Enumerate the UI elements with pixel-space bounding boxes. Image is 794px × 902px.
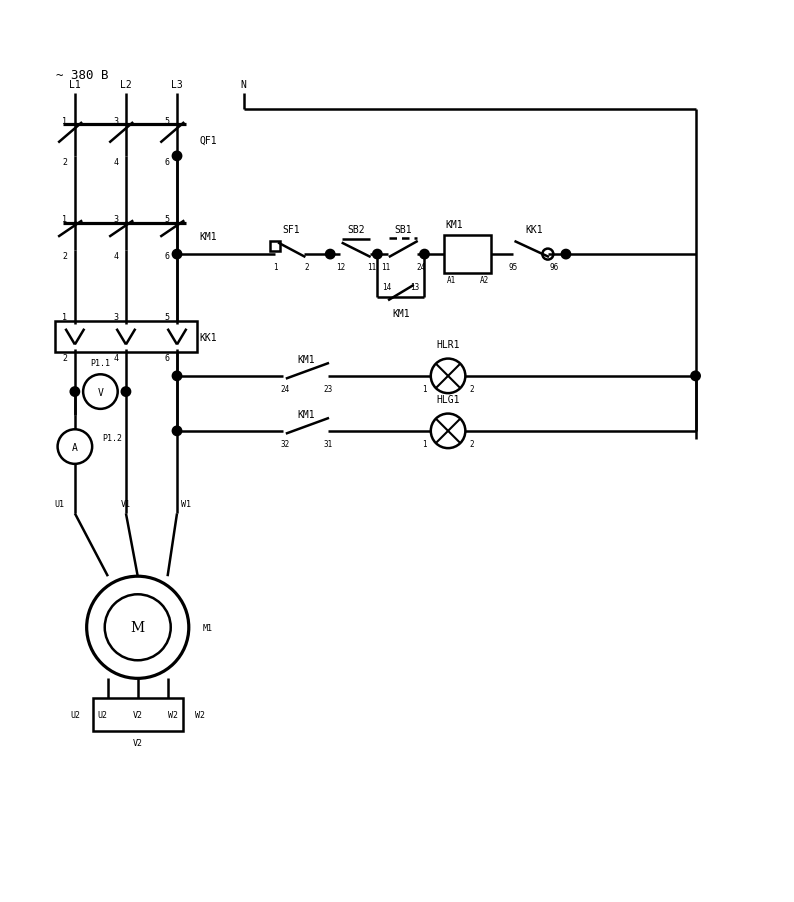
- Text: 95: 95: [509, 262, 518, 272]
- Text: U1: U1: [54, 500, 64, 509]
- Text: 23: 23: [323, 384, 333, 393]
- Circle shape: [172, 152, 182, 161]
- FancyBboxPatch shape: [270, 242, 280, 252]
- Text: P1.2: P1.2: [102, 433, 122, 442]
- Text: 1: 1: [273, 262, 278, 272]
- Text: KM1: KM1: [298, 354, 315, 364]
- Text: W2: W2: [168, 710, 179, 719]
- Text: A2: A2: [480, 275, 489, 284]
- Text: 2: 2: [62, 252, 67, 261]
- Circle shape: [70, 388, 79, 397]
- FancyBboxPatch shape: [444, 236, 491, 273]
- Text: 2: 2: [469, 439, 474, 448]
- Text: 6: 6: [164, 158, 169, 167]
- Text: V1: V1: [121, 500, 131, 509]
- Text: U2: U2: [71, 710, 80, 719]
- Text: 24: 24: [281, 384, 290, 393]
- Text: M: M: [131, 621, 145, 635]
- Text: KM1: KM1: [445, 220, 463, 230]
- Text: 6: 6: [164, 354, 169, 363]
- Text: 14: 14: [382, 282, 391, 291]
- Text: HLR1: HLR1: [437, 340, 460, 350]
- Text: KM1: KM1: [199, 232, 217, 242]
- Text: 13: 13: [410, 282, 420, 291]
- Text: 31: 31: [323, 439, 333, 448]
- Text: L3: L3: [172, 79, 183, 89]
- Text: U2: U2: [97, 710, 107, 719]
- Text: V2: V2: [133, 710, 143, 719]
- Text: KK1: KK1: [199, 332, 217, 342]
- Text: 2: 2: [469, 384, 474, 393]
- Text: 12: 12: [336, 262, 345, 272]
- Text: W2: W2: [195, 710, 205, 719]
- Text: P1.1: P1.1: [91, 359, 110, 368]
- Text: ~ 380 В: ~ 380 В: [56, 69, 109, 82]
- Text: 2: 2: [304, 262, 309, 272]
- Text: QF1: QF1: [199, 136, 217, 146]
- Circle shape: [172, 427, 182, 436]
- Text: 32: 32: [281, 439, 290, 448]
- Circle shape: [172, 372, 182, 382]
- Text: V: V: [98, 387, 103, 397]
- Text: 96: 96: [549, 262, 559, 272]
- Text: 11: 11: [368, 262, 376, 272]
- Text: KM1: KM1: [392, 308, 410, 318]
- Text: 5: 5: [164, 215, 169, 224]
- Text: KK1: KK1: [525, 225, 542, 235]
- Text: 1: 1: [422, 384, 427, 393]
- Text: W1: W1: [182, 500, 191, 509]
- Circle shape: [561, 250, 571, 260]
- Text: A1: A1: [446, 275, 456, 284]
- Circle shape: [420, 250, 430, 260]
- Text: 1: 1: [62, 117, 67, 126]
- Text: 4: 4: [114, 252, 118, 261]
- Text: 2: 2: [62, 158, 67, 167]
- Text: SB2: SB2: [347, 225, 365, 235]
- Text: A: A: [72, 442, 78, 452]
- Text: 6: 6: [164, 252, 169, 261]
- Text: 3: 3: [114, 117, 118, 126]
- Text: 5: 5: [164, 117, 169, 126]
- Text: 24: 24: [416, 262, 426, 272]
- Circle shape: [121, 388, 131, 397]
- Text: N: N: [241, 79, 247, 89]
- Text: 1: 1: [422, 439, 427, 448]
- Text: 2: 2: [62, 354, 67, 363]
- Text: 1: 1: [62, 215, 67, 224]
- Text: HLG1: HLG1: [437, 395, 460, 405]
- Text: L1: L1: [69, 79, 81, 89]
- Text: 11: 11: [381, 262, 391, 272]
- Text: KM1: KM1: [298, 410, 315, 419]
- Circle shape: [691, 372, 700, 382]
- Text: 4: 4: [114, 354, 118, 363]
- Text: SB1: SB1: [395, 225, 412, 235]
- Circle shape: [172, 250, 182, 260]
- FancyBboxPatch shape: [56, 321, 197, 353]
- FancyBboxPatch shape: [93, 698, 183, 732]
- Text: M1: M1: [203, 623, 213, 632]
- Circle shape: [372, 250, 382, 260]
- Text: 5: 5: [164, 313, 169, 322]
- Text: 3: 3: [114, 313, 118, 322]
- Text: 1: 1: [62, 313, 67, 322]
- Text: L2: L2: [120, 79, 132, 89]
- Text: V2: V2: [133, 739, 143, 748]
- Text: 4: 4: [114, 158, 118, 167]
- Text: SF1: SF1: [282, 225, 300, 235]
- Circle shape: [326, 250, 335, 260]
- Text: 3: 3: [114, 215, 118, 224]
